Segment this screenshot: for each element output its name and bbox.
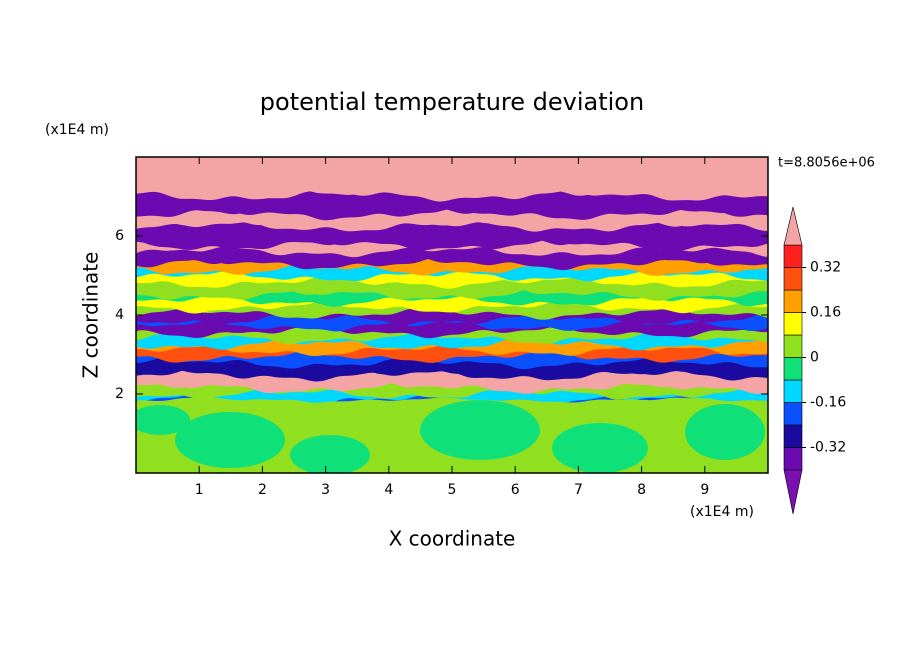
colorbar-segment (783, 267, 803, 291)
x-axis-label: X coordinate (389, 527, 516, 551)
colorbar-segment (783, 334, 803, 358)
contour-field (136, 157, 768, 473)
contour-fill (552, 423, 648, 473)
y-tick-label: 6 (115, 228, 124, 244)
y-axis-label: Z coordinate (79, 252, 103, 379)
colorbar-segment (783, 312, 803, 336)
colorbar-tick-label: 0.32 (810, 260, 841, 276)
annotation: t=8.8056e+06 (778, 156, 875, 171)
colorbar-segment (783, 402, 803, 426)
colorbar-segment (783, 379, 803, 403)
contour-fill (175, 412, 285, 468)
colorbar-extend-high (783, 206, 803, 246)
colorbar-tick-label: -0.32 (810, 440, 846, 456)
x-tick-label: 5 (448, 482, 457, 498)
x-tick-label: 6 (511, 482, 520, 498)
x-unit-label: (x1E4 m) (690, 504, 754, 520)
colorbar-segment (783, 447, 803, 471)
y-tick-label: 2 (115, 386, 124, 402)
x-tick-label: 8 (637, 482, 646, 498)
x-tick-label: 3 (321, 482, 330, 498)
colorbar-extend-low (783, 469, 803, 515)
colorbar-tick-label: 0 (810, 350, 819, 366)
x-tick-label: 7 (574, 482, 583, 498)
x-tick-label: 9 (700, 482, 709, 498)
colorbar-segment (783, 357, 803, 381)
y-unit-label: (x1E4 m) (45, 122, 109, 138)
x-tick-label: 2 (258, 482, 267, 498)
colorbar-tick-label: 0.16 (810, 305, 841, 321)
contour-fill (685, 404, 765, 460)
contour-fill (136, 405, 190, 435)
chart-title: potential temperature deviation (260, 88, 644, 116)
x-tick-label: 1 (195, 482, 204, 498)
colorbar-segment (783, 244, 803, 268)
x-tick-label: 4 (384, 482, 393, 498)
colorbar-segment (783, 424, 803, 448)
contour-fill (420, 400, 540, 460)
colorbar-tick-label: -0.16 (810, 395, 846, 411)
y-tick-label: 4 (115, 307, 124, 323)
colorbar-segment (783, 289, 803, 313)
contour-fill (290, 435, 370, 473)
contour-fill (136, 157, 768, 171)
